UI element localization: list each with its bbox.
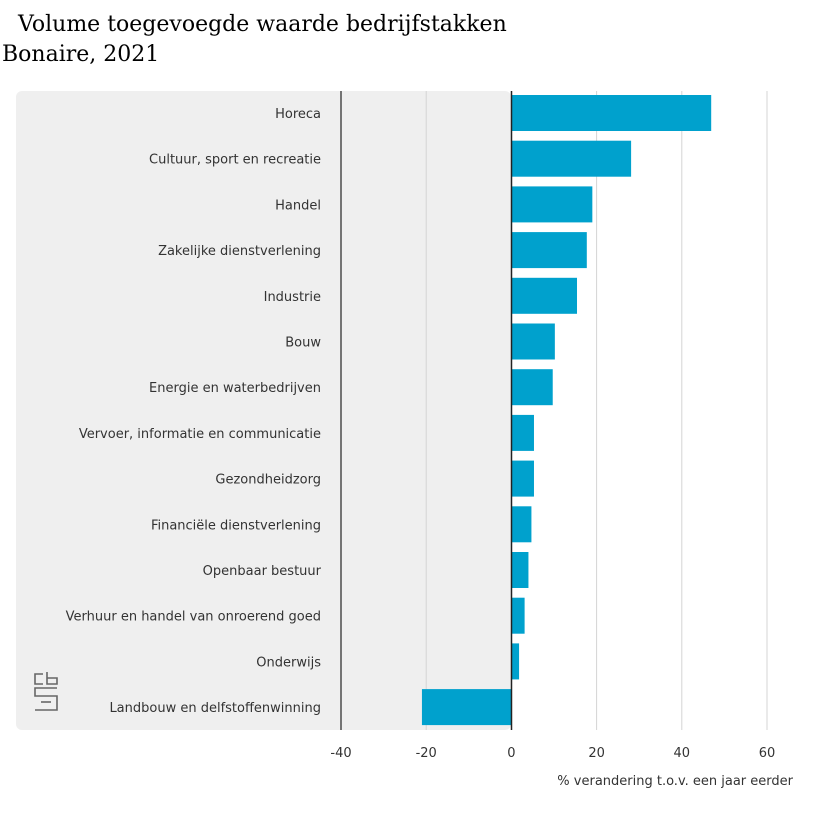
category-label: Horeca (275, 107, 321, 122)
category-label: Openbaar bestuur (203, 564, 322, 579)
category-label: Bouw (285, 336, 321, 351)
bar (511, 597, 525, 634)
category-label: Onderwijs (256, 655, 321, 670)
bar (511, 552, 529, 588)
bar (511, 95, 712, 131)
category-labels: Horeca Cultuur, sport en recreatie Handel Z… (66, 107, 322, 716)
category-label: Vervoer, informatie en communicatie (79, 427, 321, 442)
bar (511, 186, 593, 223)
x-tick-label: 60 (759, 746, 776, 761)
bar (511, 232, 587, 269)
bar (511, 323, 555, 360)
x-tick-labels: -40 -20 0 20 40 60 (330, 746, 775, 761)
x-tick-label: -20 (416, 746, 437, 761)
x-tick-label: -40 (330, 746, 351, 761)
bar (511, 460, 534, 497)
category-label: Handel (275, 198, 321, 213)
x-tick-label: 40 (674, 746, 691, 761)
bars (421, 95, 712, 726)
category-label: Verhuur en handel van onroerend goed (66, 610, 321, 625)
category-label: Cultuur, sport en recreatie (149, 153, 321, 168)
bar (421, 689, 512, 726)
chart-title: Volume toegevoegde waarde bedrijfstakken… (2, 12, 507, 67)
bar (511, 369, 553, 406)
bar (511, 277, 578, 314)
category-label: Industrie (264, 290, 321, 305)
category-label: Zakelijke dienstverlening (158, 244, 321, 259)
x-tick-label: 20 (588, 746, 605, 761)
bar (511, 643, 520, 680)
category-label: Energie en waterbedrijven (149, 381, 321, 396)
x-tick-label: 0 (507, 746, 515, 761)
cbs-logo-icon (34, 672, 58, 711)
category-panel (16, 91, 511, 730)
category-label: Landbouw en delfstoffenwinning (109, 701, 321, 716)
bar (511, 414, 534, 451)
bar (511, 506, 532, 543)
category-label: Financiële dienstverlening (151, 518, 321, 533)
grid-lines (425, 91, 768, 730)
bar (511, 140, 632, 177)
category-label: Gezondheidzorg (215, 473, 321, 488)
x-axis-title: % verandering t.o.v. een jaar eerder (557, 774, 793, 789)
